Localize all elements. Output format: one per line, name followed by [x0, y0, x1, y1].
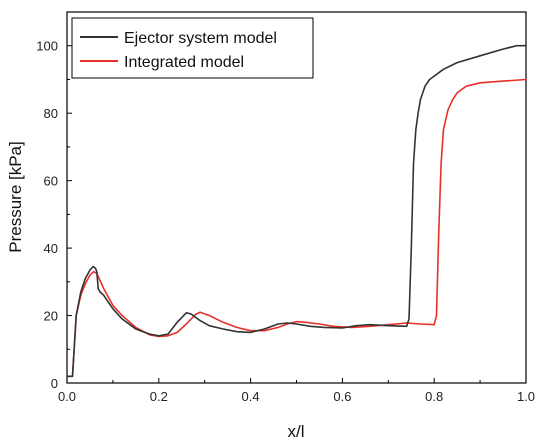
legend-box — [71, 17, 314, 79]
y-tick-label: 80 — [44, 106, 58, 121]
x-tick-label: 1.0 — [517, 389, 535, 404]
x-tick-label: 0.2 — [150, 389, 168, 404]
x-tick-label: 0.4 — [242, 389, 260, 404]
y-axis: 0 20 40 60 80 100 — [36, 39, 72, 391]
legend-label-integrated: Integrated model — [124, 54, 244, 71]
y-tick-label: 100 — [36, 39, 58, 54]
x-tick-label: 0.8 — [425, 389, 443, 404]
series-line-ejector — [66, 44, 527, 378]
x-tick-label: 0.0 — [58, 389, 76, 404]
x-axis: 0.0 0.2 0.4 0.6 0.8 1.0 — [58, 378, 535, 404]
y-tick-label: 40 — [44, 241, 58, 256]
x-tick-label: 0.6 — [333, 389, 351, 404]
y-axis-title: Pressure [kPa] — [6, 141, 25, 253]
series-layer — [66, 44, 527, 378]
legend-label-ejector: Ejector system model — [124, 30, 277, 47]
x-axis-title: x/l — [288, 422, 305, 441]
legend: Ejector system model Integrated model — [71, 17, 314, 79]
y-tick-label: 0 — [51, 376, 58, 391]
y-tick-label: 60 — [44, 174, 58, 189]
y-tick-label: 20 — [44, 309, 58, 324]
